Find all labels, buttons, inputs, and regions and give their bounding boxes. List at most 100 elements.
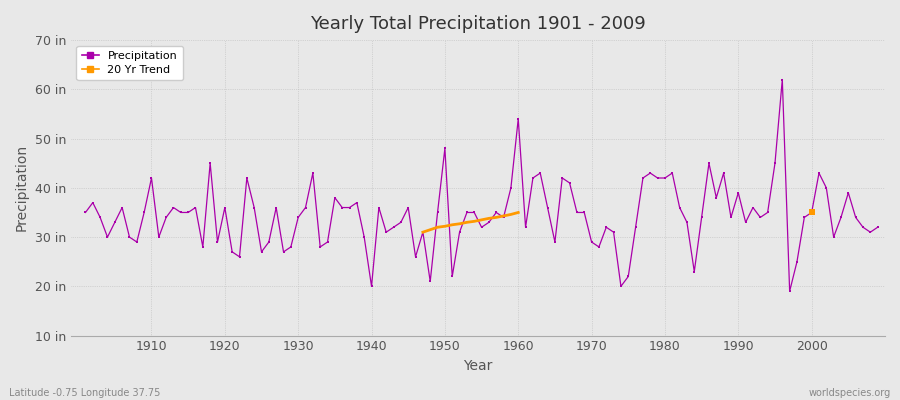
Point <box>687 268 701 275</box>
Point <box>724 214 738 220</box>
Title: Yearly Total Precipitation 1901 - 2009: Yearly Total Precipitation 1901 - 2009 <box>310 15 646 33</box>
Point <box>533 170 547 176</box>
Point <box>599 224 614 230</box>
Point <box>453 229 467 235</box>
Point <box>130 239 144 245</box>
Point <box>746 204 760 211</box>
Point <box>225 249 239 255</box>
Text: worldspecies.org: worldspecies.org <box>809 388 891 398</box>
Point <box>144 175 158 181</box>
Point <box>812 170 826 176</box>
Point <box>364 283 379 290</box>
Point <box>607 229 621 235</box>
Legend: Precipitation, 20 Yr Trend: Precipitation, 20 Yr Trend <box>76 46 183 80</box>
Point <box>122 234 137 240</box>
Point <box>782 288 796 294</box>
Point <box>211 239 225 245</box>
Point <box>584 239 598 245</box>
Point <box>680 219 694 226</box>
Point <box>401 204 416 211</box>
Point <box>518 224 533 230</box>
Point <box>797 214 812 220</box>
Point <box>100 234 114 240</box>
Point <box>635 175 650 181</box>
Point <box>460 209 474 216</box>
Point <box>284 244 298 250</box>
Point <box>555 175 570 181</box>
Point <box>702 160 716 166</box>
Point <box>445 273 459 280</box>
Point <box>409 254 423 260</box>
Point <box>842 190 856 196</box>
Point <box>181 209 195 216</box>
Point <box>695 214 709 220</box>
Point <box>805 209 819 216</box>
Point <box>188 204 202 211</box>
Point <box>430 209 445 216</box>
Point <box>269 204 284 211</box>
Point <box>166 204 181 211</box>
Point <box>753 214 768 220</box>
Point <box>357 234 372 240</box>
Point <box>665 170 680 176</box>
Point <box>247 204 261 211</box>
Point <box>504 185 518 191</box>
Point <box>805 209 819 216</box>
Point <box>621 273 635 280</box>
Point <box>276 249 291 255</box>
Point <box>768 160 782 166</box>
Point <box>137 209 151 216</box>
Point <box>93 214 107 220</box>
Point <box>78 209 93 216</box>
Point <box>239 175 254 181</box>
Point <box>393 219 408 226</box>
Point <box>255 249 269 255</box>
Point <box>562 180 577 186</box>
Point <box>342 204 356 211</box>
Point <box>511 116 526 122</box>
Point <box>195 244 210 250</box>
Point <box>159 214 174 220</box>
Point <box>709 194 724 201</box>
Point <box>174 209 188 216</box>
Point <box>372 204 386 211</box>
Point <box>437 145 452 152</box>
Point <box>335 204 349 211</box>
Point <box>651 175 665 181</box>
Point <box>416 229 430 235</box>
Point <box>833 214 848 220</box>
Point <box>577 209 591 216</box>
Point <box>548 239 562 245</box>
Point <box>819 185 833 191</box>
Point <box>856 224 870 230</box>
Point <box>716 170 731 176</box>
Point <box>644 170 658 176</box>
Point <box>151 234 166 240</box>
Text: Latitude -0.75 Longitude 37.75: Latitude -0.75 Longitude 37.75 <box>9 388 160 398</box>
Point <box>467 209 482 216</box>
X-axis label: Year: Year <box>464 359 492 373</box>
Point <box>775 76 789 83</box>
Point <box>379 229 393 235</box>
Point <box>386 224 400 230</box>
Point <box>218 204 232 211</box>
Point <box>203 160 218 166</box>
Point <box>482 219 496 226</box>
Point <box>731 190 745 196</box>
Point <box>320 239 335 245</box>
Point <box>826 234 841 240</box>
Point <box>313 244 328 250</box>
Point <box>232 254 247 260</box>
Point <box>672 204 687 211</box>
Point <box>497 214 511 220</box>
Point <box>738 219 752 226</box>
Point <box>489 209 503 216</box>
Point <box>298 204 312 211</box>
Y-axis label: Precipitation: Precipitation <box>15 144 29 232</box>
Point <box>262 239 276 245</box>
Point <box>306 170 320 176</box>
Point <box>474 224 489 230</box>
Point <box>115 204 130 211</box>
Point <box>614 283 628 290</box>
Point <box>570 209 584 216</box>
